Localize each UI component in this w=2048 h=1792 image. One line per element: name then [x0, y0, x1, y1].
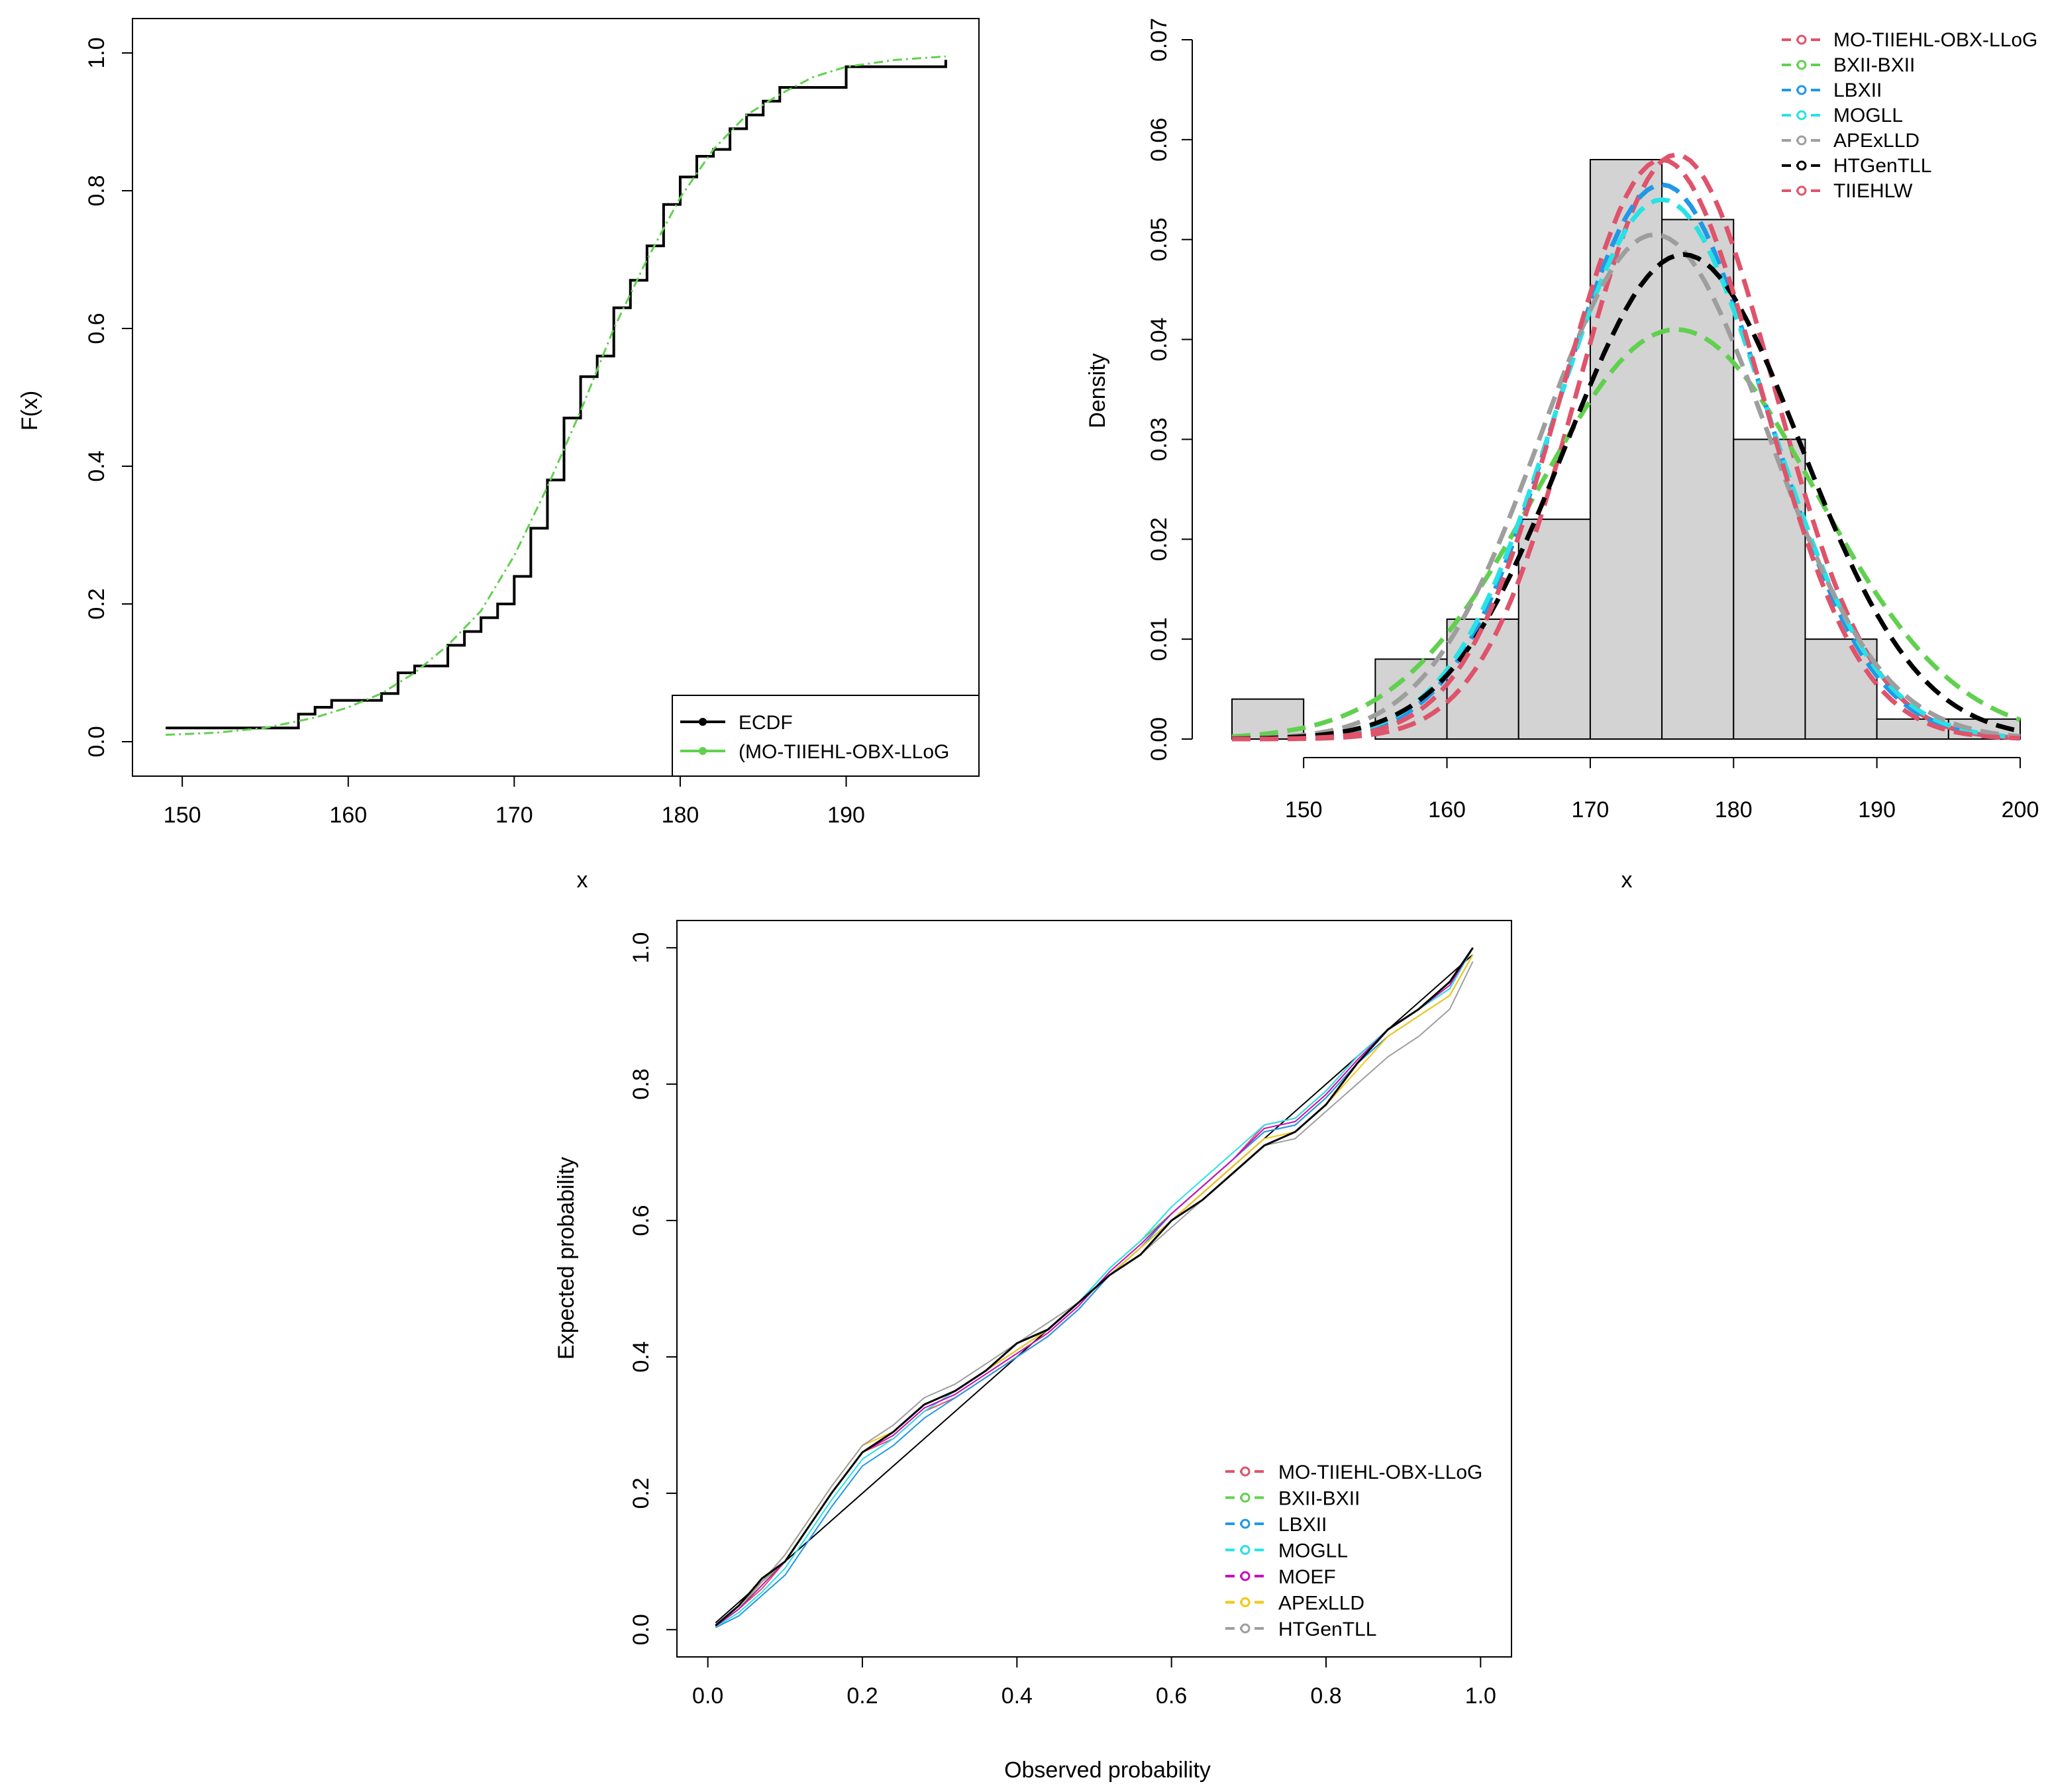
pp-legend-label: BXII-BXII: [1278, 1488, 1360, 1510]
histogram-bar: [1589, 159, 1663, 740]
density-curve-mo-tiiehl-obx-llog: [1232, 152, 2021, 742]
density-legend-label: LBXII: [1833, 79, 1882, 101]
density-x-tick-label: 170: [1572, 797, 1610, 822]
pp-y-tick-label: 0.0: [629, 1614, 654, 1645]
density-legend-point: [1796, 135, 1807, 146]
density-x-tick-label: 150: [1285, 797, 1323, 822]
pp-y-tick-label: 0.2: [629, 1477, 654, 1509]
density-y-tick-label: 0.04: [1147, 317, 1172, 361]
pp-legend-point: [1240, 1493, 1251, 1503]
pp-y-tick-label: 0.4: [629, 1341, 654, 1372]
pp-y-tick-label: 0.8: [629, 1068, 654, 1099]
ecdf-y-tick-label: 0.6: [84, 313, 109, 344]
pp-plot-frame: [676, 920, 1512, 1658]
ecdf-y-tick-label: 1.0: [84, 37, 109, 68]
pp-x-tick-label: 1.0: [1465, 1683, 1496, 1709]
ecdf-y-tick-label: 0.4: [84, 450, 109, 481]
pp-y-axis-label: Expected probability: [554, 1157, 579, 1360]
ecdf-x-tick-label: 150: [164, 803, 201, 828]
pp-curve-moef: [715, 947, 1474, 1627]
ecdf-x-tick-label: 190: [827, 803, 865, 828]
pp-curve-empirical: [715, 947, 1474, 1626]
pp-y-tick-label: 0.6: [629, 1205, 654, 1236]
ecdf-x-tick-label: 170: [495, 803, 533, 828]
pp-legend-point: [1240, 1623, 1251, 1634]
pp-legend-point: [1240, 1597, 1251, 1607]
pp-curve-mo-tiiehl-obx-llog: [715, 947, 1474, 1627]
pp-x-tick-label: 0.8: [1310, 1683, 1341, 1709]
density-y-axis-label: Density: [1085, 353, 1110, 428]
density-y-tick-label: 0.02: [1147, 517, 1172, 561]
pp-x-tick-label: 0.2: [846, 1683, 878, 1709]
ecdf-legend-point: [699, 747, 707, 755]
pp-legend-label: MO-TIIEHL-OBX-LLoG: [1278, 1462, 1482, 1483]
density-legend-label: APExLLD: [1833, 130, 1920, 152]
density-y-tick-label: 0.06: [1147, 118, 1172, 162]
pp-legend-label: LBXII: [1278, 1514, 1327, 1536]
density-legend-label: MOGLL: [1833, 105, 1903, 126]
ecdf-step-line: [166, 60, 947, 730]
density-x-tick-label: 160: [1428, 797, 1466, 822]
ecdf-x-axis-label: x: [577, 868, 588, 893]
ecdf-legend-point: [699, 718, 707, 726]
ecdf-y-tick-label: 0.8: [84, 175, 109, 206]
density-legend-label: HTGenTLL: [1833, 155, 1931, 177]
density-x-tick-label: 180: [1715, 797, 1753, 822]
density-legend-point: [1796, 160, 1807, 171]
density-curve-mogll: [1231, 197, 2021, 742]
pp-legend-point: [1240, 1518, 1251, 1529]
density-curve-tiiehlw: [1232, 157, 2021, 742]
density-legend-point: [1796, 85, 1807, 95]
ecdf-y-tick-label: 0.0: [84, 726, 109, 757]
pp-legend-label: HTGenTLL: [1278, 1618, 1376, 1640]
pp-curve-mogll: [715, 947, 1474, 1628]
density-legend-label: BXII-BXII: [1833, 54, 1915, 76]
ecdf-plot-frame: [132, 18, 980, 777]
pp-y-tick-label: 1.0: [629, 932, 654, 964]
pp-x-tick-label: 0.6: [1156, 1683, 1187, 1709]
density-x-tick-label: 190: [1858, 797, 1896, 822]
density-y-tick-label: 0.01: [1147, 617, 1172, 661]
pp-x-axis-label: Observed probability: [1004, 1758, 1211, 1783]
ecdf-legend-label: ECDF: [739, 712, 793, 734]
ecdf-x-tick-label: 180: [662, 803, 699, 828]
density-legend-label: TIIEHLW: [1833, 180, 1913, 202]
density-y-tick-label: 0.05: [1147, 218, 1172, 262]
pp-legend-point: [1240, 1466, 1251, 1477]
ecdf-legend-box: [672, 695, 980, 777]
pp-curve-bxii-bxii: [715, 947, 1474, 1626]
pp-x-tick-label: 0.4: [1001, 1683, 1033, 1709]
ecdf-legend-label: (MO-TIIEHL-OBX-LLoG: [739, 741, 949, 763]
pp-legend-label: MOGLL: [1278, 1540, 1348, 1562]
density-y-tick-label: 0.03: [1147, 417, 1172, 461]
density-y-tick-label: 0.00: [1147, 717, 1172, 761]
density-legend-label: MO-TIIEHL-OBX-LLoG: [1833, 29, 2037, 51]
pp-legend-point: [1240, 1571, 1251, 1581]
ecdf-x-tick-label: 160: [329, 803, 367, 828]
ecdf-y-tick-label: 0.2: [84, 588, 109, 619]
density-legend-point: [1796, 60, 1807, 70]
pp-curve-lbxii: [715, 954, 1474, 1628]
density-curve-apexlld: [1231, 232, 2021, 741]
histogram-bar: [1517, 519, 1591, 740]
pp-x-tick-label: 0.0: [692, 1683, 723, 1709]
density-x-axis-label: x: [1621, 868, 1633, 893]
histogram-bar: [1446, 618, 1519, 740]
histogram-bar: [1733, 438, 1806, 740]
pp-legend-label: APExLLD: [1278, 1593, 1364, 1615]
density-y-tick-label: 0.07: [1147, 18, 1172, 62]
density-curve-htgentll: [1231, 252, 2021, 741]
ecdf-y-axis-label: F(x): [17, 391, 42, 430]
pp-legend-label: MOEF: [1278, 1566, 1336, 1588]
density-curve-lbxii: [1231, 182, 2021, 742]
histogram-bar: [1661, 219, 1735, 740]
density-legend-point: [1796, 110, 1807, 121]
fitted-cdf-line: [166, 55, 946, 736]
density-legend-point: [1796, 34, 1807, 45]
density-x-tick-label: 200: [2002, 797, 2039, 822]
density-legend-point: [1796, 185, 1807, 196]
pp-legend-point: [1240, 1545, 1251, 1555]
